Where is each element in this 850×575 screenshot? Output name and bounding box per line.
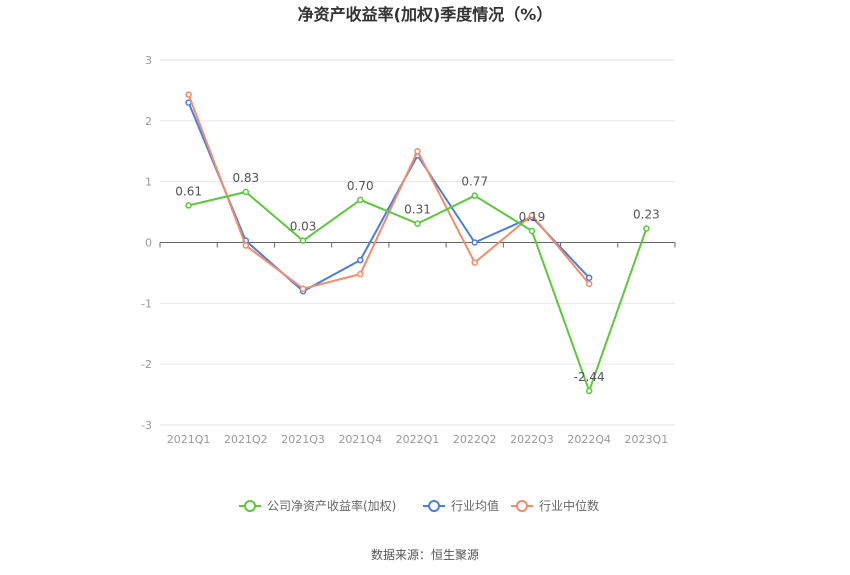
data-point — [185, 202, 192, 209]
data-label: 0.77 — [461, 175, 488, 189]
x-tick-label: 2022Q2 — [453, 433, 497, 446]
legend-label: 行业均值 — [451, 498, 499, 513]
x-axis: 2021Q1 2021Q2 2021Q3 2021Q4 2022Q1 2022Q2 2022… — [159, 242, 676, 446]
y-tick-label: -2 — [141, 358, 152, 371]
data-point — [357, 270, 364, 278]
legend-label: 行业中位数 — [539, 498, 599, 513]
y-axis: 3 2 1 0 -1 -2 -3 — [141, 54, 152, 432]
data-point — [585, 274, 593, 282]
data-label: 0.03 — [290, 220, 317, 234]
data-point — [299, 237, 307, 244]
data-label: 0.61 — [175, 184, 202, 198]
chart-title: 净资产收益率(加权)季度情况（%） — [298, 5, 553, 24]
y-tick-label: 0 — [145, 237, 152, 250]
legend-item: 公司净资产收益率(加权) — [239, 498, 396, 513]
y-tick-label: -3 — [141, 419, 152, 432]
legend-marker — [516, 500, 528, 512]
series-layer — [185, 91, 650, 395]
data-label: -2.44 — [574, 370, 605, 384]
x-tick-label: 2022Q3 — [510, 433, 554, 446]
source-note: 数据来源：恒生聚源 — [371, 547, 479, 562]
data-label: 0.31 — [404, 203, 431, 217]
legend-marker — [428, 500, 440, 512]
series-1 — [185, 99, 593, 295]
x-tick-label: 2023Q1 — [625, 433, 669, 446]
data-point — [471, 192, 478, 199]
legend-item: 行业均值 — [423, 498, 499, 513]
data-point — [185, 91, 192, 98]
data-point — [471, 239, 478, 246]
y-tick-label: -1 — [141, 297, 152, 310]
y-tick-label: 1 — [145, 176, 152, 189]
data-label: 0.83 — [232, 171, 259, 185]
data-point — [528, 211, 536, 219]
data-point — [585, 387, 593, 395]
legend-item: 行业中位数 — [511, 498, 599, 513]
data-label: 0.70 — [347, 179, 374, 193]
series-line — [187, 102, 590, 293]
x-tick-label: 2021Q4 — [338, 433, 382, 446]
x-tick-label: 2022Q4 — [567, 433, 611, 446]
data-point — [414, 220, 421, 227]
legend: 公司净资产收益率(加权) 行业均值 行业中位数 — [239, 498, 599, 513]
data-point — [643, 225, 650, 232]
x-tick-label: 2021Q3 — [281, 433, 325, 446]
data-point — [528, 227, 536, 235]
x-tick-label: 2022Q1 — [396, 433, 440, 446]
data-label: 0.19 — [519, 210, 546, 224]
x-tick-label: 2021Q2 — [224, 433, 268, 446]
data-point — [357, 196, 364, 204]
y-tick-label: 2 — [145, 115, 152, 128]
data-labels: 0.61 0.83 0.03 0.70 0.31 0.77 0.19 -2.44 0.23 — [175, 171, 659, 384]
data-point — [414, 148, 421, 155]
y-tick-label: 3 — [145, 54, 152, 67]
data-point — [471, 259, 478, 266]
legend-label: 公司净资产收益率(加权) — [267, 498, 396, 513]
legend-marker — [244, 500, 256, 512]
data-point — [357, 256, 364, 264]
series-0 — [185, 188, 650, 395]
data-label: 0.23 — [633, 208, 660, 222]
data-point — [299, 285, 307, 292]
data-point — [242, 188, 250, 196]
data-point — [242, 242, 250, 249]
data-point — [585, 280, 593, 288]
x-tick-label: 2021Q1 — [167, 433, 211, 446]
